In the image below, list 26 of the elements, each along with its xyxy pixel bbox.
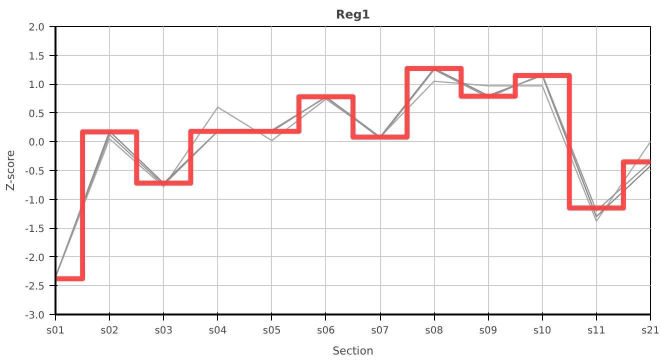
chart-title: Reg1	[336, 8, 370, 22]
y-tick-label: -0.5	[24, 166, 45, 178]
x-tick-label: s03	[154, 326, 173, 336]
x-tick-label: s05	[262, 326, 281, 336]
y-tick-label: -1.5	[24, 224, 45, 236]
y-tick-label: -2.5	[24, 282, 45, 293]
y-tick-label: -3.0	[24, 310, 45, 322]
x-tick-label: s21	[642, 326, 660, 336]
x-tick-label: s11	[587, 326, 606, 336]
x-tick-label: s09	[479, 326, 498, 336]
y-tick-label: -2.0	[24, 252, 45, 264]
y-axis-title: Z-score	[4, 150, 17, 191]
y-tick-label: 1.0	[28, 80, 45, 92]
x-axis-title: Section	[332, 344, 374, 358]
y-tick-label: -1.0	[24, 195, 45, 206]
x-tick-label: s02	[100, 326, 119, 336]
x-tick-label: s08	[425, 326, 444, 336]
y-tick-label: 0.0	[28, 138, 45, 149]
x-tick-label: s04	[208, 326, 227, 336]
x-tick-label: s07	[371, 326, 390, 336]
x-tick-label: s06	[316, 326, 335, 336]
x-tick-label: s10	[533, 326, 552, 336]
y-tick-label: 0.5	[28, 108, 45, 120]
x-tick-label: s01	[46, 326, 64, 336]
y-tick-label: 2.0	[28, 22, 45, 34]
y-tick-label: 1.5	[28, 51, 45, 62]
